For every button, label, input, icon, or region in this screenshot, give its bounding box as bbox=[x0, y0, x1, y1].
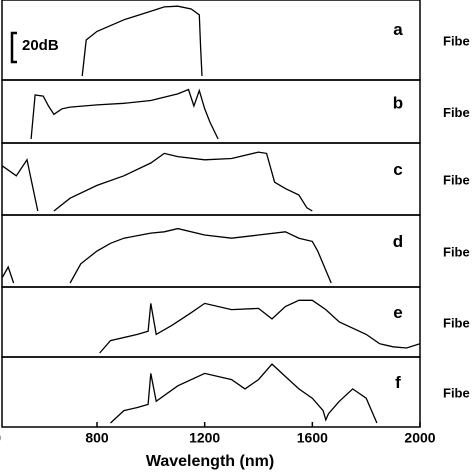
x-tick-label: 400 bbox=[0, 430, 1, 446]
panel-frame bbox=[1, 214, 421, 288]
x-axis-title: Wavelength (nm) bbox=[146, 453, 274, 470]
panel-label: c bbox=[393, 160, 402, 179]
x-tick-label: 800 bbox=[85, 430, 109, 446]
side-label: Fibe bbox=[443, 385, 470, 400]
spectrum-line bbox=[99, 299, 420, 354]
spectrum-line bbox=[110, 363, 378, 424]
panel-frame bbox=[1, 142, 421, 216]
spectrum-line bbox=[81, 5, 203, 77]
panel-label: d bbox=[393, 232, 403, 251]
panel-label: f bbox=[395, 373, 401, 392]
spectrum-line bbox=[2, 227, 332, 284]
panel-frame bbox=[1, 0, 421, 81]
panel-label: e bbox=[393, 303, 402, 322]
side-label: Fibe bbox=[443, 33, 470, 48]
x-tick-label: 1600 bbox=[297, 430, 328, 446]
panel-frame bbox=[1, 286, 421, 358]
spectrum-line bbox=[2, 151, 313, 212]
side-label: Fibe bbox=[443, 172, 470, 187]
x-tick-label: 1200 bbox=[189, 430, 220, 446]
panel-label: a bbox=[393, 20, 403, 39]
panel-label: b bbox=[393, 93, 403, 112]
spectrum-line bbox=[30, 88, 219, 140]
x-tick-label: 2000 bbox=[404, 430, 435, 446]
scale-bar bbox=[10, 31, 17, 64]
panel-frame bbox=[1, 79, 421, 144]
panel-frame bbox=[1, 356, 421, 428]
side-label: Fibe bbox=[443, 315, 470, 330]
scale-label: 20dB bbox=[22, 37, 59, 54]
side-label: Fibe bbox=[443, 244, 470, 259]
side-label: Fibe bbox=[443, 105, 470, 120]
